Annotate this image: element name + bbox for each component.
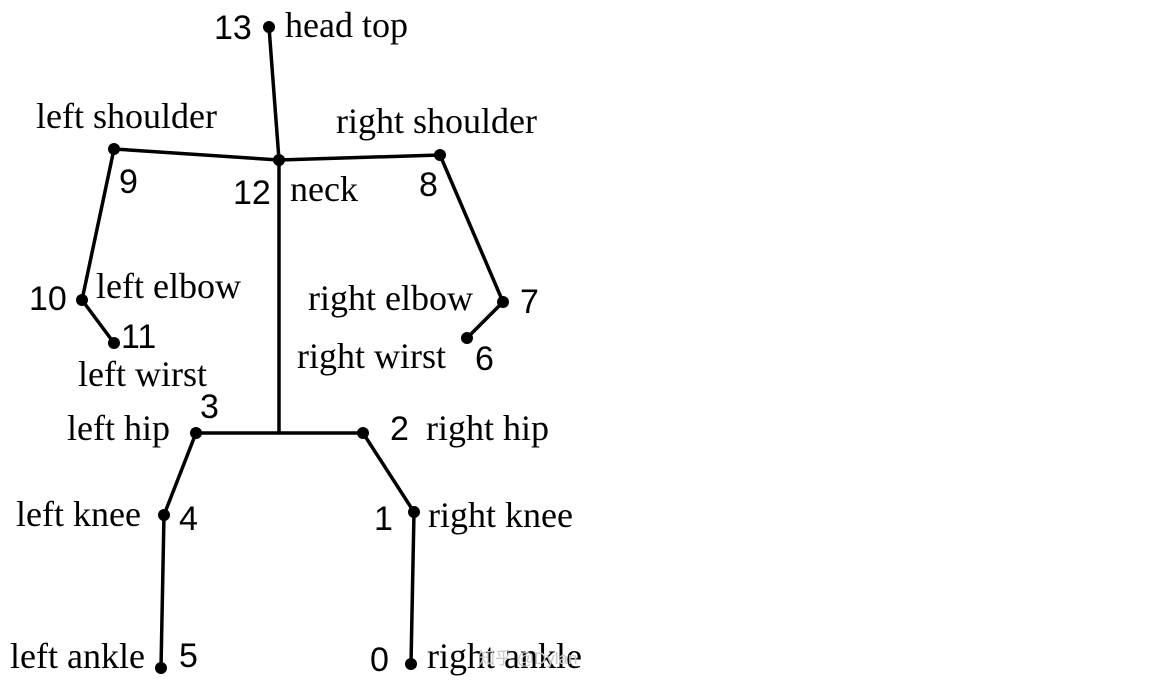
joint-number-3: 3 <box>200 388 219 426</box>
joint-dot-13 <box>263 21 275 33</box>
joint-number-6: 6 <box>475 340 494 378</box>
joint-number-11: 11 <box>121 318 156 356</box>
joint-number-1: 1 <box>374 500 393 538</box>
joint-numbers: 13 12 9 8 10 11 7 6 3 2 4 1 5 0 <box>29 9 539 679</box>
joint-label-3: left hip <box>67 408 170 448</box>
skeleton-bones <box>80 25 505 670</box>
joint-dot-11 <box>108 337 120 349</box>
bone-neck-right-shoulder <box>277 153 442 162</box>
joint-dot-8 <box>434 149 446 161</box>
bone-left-forearm <box>80 298 116 345</box>
joint-label-7: right elbow <box>308 278 473 318</box>
bone-right-thigh <box>361 431 416 514</box>
joint-label-11: left wirst <box>78 354 207 394</box>
skeleton-joints <box>76 21 509 674</box>
joint-label-13: head top <box>285 5 408 45</box>
joint-number-13: 13 <box>214 9 252 47</box>
joint-number-0: 0 <box>370 641 389 679</box>
joint-dot-5 <box>155 662 167 674</box>
bone-neck-left-shoulder <box>112 147 281 162</box>
joint-label-1: right knee <box>428 495 573 535</box>
bone-left-thigh <box>162 431 198 517</box>
joint-label-10: left elbow <box>96 266 241 306</box>
bone-left-upper-arm <box>80 147 116 302</box>
joint-number-2: 2 <box>390 410 409 448</box>
joint-dot-9 <box>108 143 120 155</box>
joint-dot-1 <box>408 506 420 518</box>
bone-right-shin <box>409 510 416 666</box>
joint-dot-10 <box>76 294 88 306</box>
joint-label-6: right wirst <box>297 336 446 376</box>
joint-number-8: 8 <box>419 166 438 204</box>
joint-dot-2 <box>357 427 369 439</box>
joint-number-4: 4 <box>179 500 198 538</box>
joint-number-12: 12 <box>233 174 271 212</box>
joint-label-2: right hip <box>426 408 549 448</box>
joint-label-5: left ankle <box>10 636 145 676</box>
joint-label-12: neck <box>290 169 358 209</box>
bone-head-neck <box>267 25 281 162</box>
joint-label-8: right shoulder <box>336 101 537 141</box>
joint-number-5: 5 <box>179 637 198 675</box>
joint-number-9: 9 <box>119 163 138 201</box>
bone-left-shin <box>159 513 166 670</box>
joint-dot-3 <box>190 427 202 439</box>
joint-label-0: right ankle <box>427 636 582 676</box>
bone-right-upper-arm <box>438 153 505 304</box>
joint-labels: head top left shoulder right shoulder ne… <box>10 5 582 676</box>
watermark: 知乎 @Dylan <box>478 649 577 668</box>
bone-right-forearm <box>465 300 505 340</box>
joint-label-9: left shoulder <box>36 96 217 136</box>
joint-number-10: 10 <box>29 280 67 318</box>
joint-dot-6 <box>461 332 473 344</box>
joint-dot-12 <box>273 154 285 166</box>
joint-dot-7 <box>497 296 509 308</box>
joint-dot-0 <box>405 658 417 670</box>
joint-number-7: 7 <box>520 283 539 321</box>
joint-label-4: left knee <box>16 494 141 534</box>
joint-dot-4 <box>158 509 170 521</box>
